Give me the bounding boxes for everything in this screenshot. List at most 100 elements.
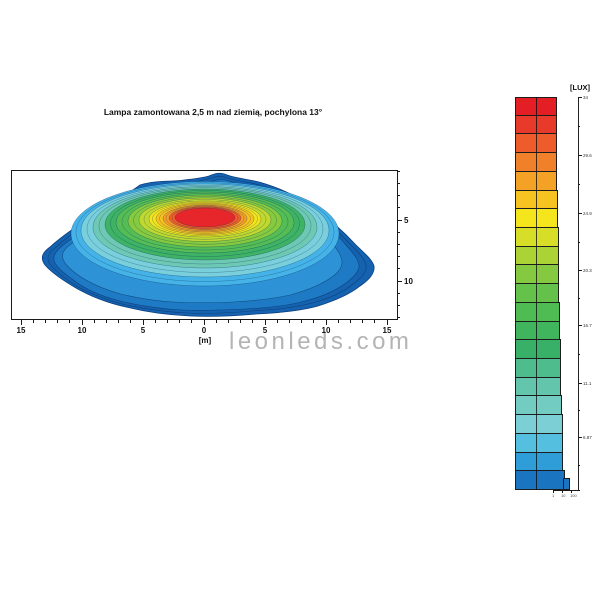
contour-line-intermediate: [110, 190, 300, 257]
x-axis-tick: [276, 320, 278, 323]
x-axis-tick-label: 10: [77, 326, 87, 335]
x-axis-tick: [203, 320, 205, 325]
x-axis-tick: [349, 320, 351, 323]
watermark-text: leonleds.com: [229, 328, 413, 355]
colorbar-bottom-tick: [571, 490, 572, 493]
x-axis-tick: [81, 320, 83, 325]
y-axis-tick: [397, 317, 400, 319]
contour-line-intermediate: [133, 196, 277, 245]
colorbar-segment: [515, 301, 560, 322]
contour-ring-red: [174, 207, 236, 228]
colorbar-axis-minor-tick: [578, 490, 580, 491]
contour-line-intermediate: [165, 205, 245, 231]
colorbar-bottom-scale-label: 100: [570, 493, 577, 498]
colorbar-bottom-axis-line: [553, 490, 579, 491]
y-axis-tick: [397, 170, 400, 172]
y-axis-tick: [397, 268, 400, 270]
colorbar-axis-tick: [578, 383, 582, 384]
contour-line-intermediate: [159, 203, 251, 234]
contour-line-darkblue-inner: [47, 176, 367, 314]
contour-line-intermediate: [75, 182, 335, 282]
colorbar-axis-tick-label: 16.7: [583, 322, 592, 328]
colorbar-segment: [515, 320, 560, 341]
colorbar-step-notch: [563, 478, 570, 490]
colorbar-bottom-tick: [562, 490, 563, 493]
colorbar-axis-tick-label: 29.6: [583, 152, 592, 158]
x-axis-tick: [325, 320, 327, 325]
colorbar-lux-label: [LUX]: [570, 83, 590, 92]
colorbar-axis-tick-label: 34: [583, 94, 589, 100]
colorbar-axis-minor-tick: [578, 126, 580, 127]
colorbar-axis-tick-label: 11.1: [583, 380, 592, 386]
colorbar-segment: [515, 245, 559, 266]
x-axis-tick: [69, 320, 71, 323]
y-axis-tick-label: 10: [404, 277, 413, 286]
colorbar-axis-tick: [578, 325, 582, 326]
y-axis-tick: [397, 231, 400, 233]
colorbar-axis-tick: [578, 437, 582, 438]
contour-line-intermediate: [121, 193, 289, 251]
colorbar-segment: [515, 432, 563, 453]
x-axis-tick: [154, 320, 156, 323]
x-axis-tick: [118, 320, 120, 323]
x-axis-tick: [215, 320, 217, 323]
x-axis-tick-label: 5: [262, 326, 268, 335]
y-axis-tick: [397, 219, 402, 221]
x-axis-tick-label: 5: [140, 326, 146, 335]
colorbar-segment: [515, 470, 565, 490]
colorbar-segment: [515, 264, 559, 285]
x-axis-tick: [386, 320, 388, 325]
x-axis-tick: [57, 320, 59, 323]
y-axis-tick: [397, 195, 400, 197]
colorbar-bottom-scale-label: 1: [552, 493, 555, 498]
x-axis-tick: [32, 320, 34, 323]
x-axis-tick: [288, 320, 290, 323]
x-axis-tick: [264, 320, 266, 325]
x-axis-tick: [191, 320, 193, 323]
contour-line-intermediate: [152, 201, 258, 236]
x-axis-tick: [337, 320, 339, 323]
x-axis-tick: [20, 320, 22, 325]
colorbar-segment: [515, 283, 559, 303]
colorbar-axis-line: [578, 97, 579, 490]
colorbar-segment: [515, 358, 561, 378]
colorbar-segment: [515, 451, 563, 472]
colorbar-axis-tick-label: 24.9: [583, 210, 592, 216]
colorbar-segment: [515, 395, 562, 416]
colorbar-segment: [515, 339, 561, 359]
chart-title: Lampa zamontowana 2,5 m nad ziemią, poch…: [103, 107, 323, 117]
y-axis-tick: [397, 182, 400, 184]
colorbar-bottom-scale-label: 10: [561, 493, 566, 498]
colorbar-axis-tick-label: 6.87: [583, 434, 592, 440]
x-axis-tick: [166, 320, 168, 323]
contour-line-intermediate: [98, 187, 312, 265]
contour-line-intermediate: [86, 185, 324, 273]
colorbar-axis-minor-tick: [578, 410, 580, 411]
colorbar-axis-minor-tick: [578, 184, 580, 185]
colorbar-bottom-tick: [553, 490, 554, 493]
contour-rings: [70, 181, 340, 287]
y-axis-tick: [397, 292, 400, 294]
y-axis-tick: [397, 243, 400, 245]
x-axis-tick: [240, 320, 242, 323]
colorbar-axis-tick: [578, 97, 582, 98]
x-axis-tick: [105, 320, 107, 323]
x-axis-tick-label: 0: [201, 326, 207, 335]
x-axis-tick-label: 15: [382, 326, 392, 335]
y-axis-tick: [397, 256, 400, 258]
x-axis-tick: [93, 320, 95, 323]
contour-line-intermediate: [171, 207, 239, 229]
x-axis-tick: [142, 320, 144, 325]
x-axis-tick: [374, 320, 376, 323]
x-axis-tick: [44, 320, 46, 323]
x-axis-tick: [362, 320, 364, 323]
colorbar-segment: [515, 227, 559, 247]
colorbar-axis-minor-tick: [578, 241, 580, 243]
isolux-contour-svg: [41, 172, 375, 317]
contour-line-intermediate: [143, 199, 267, 240]
colorbar-axis-minor-tick: [578, 465, 580, 466]
y-axis-tick: [397, 280, 402, 282]
y-axis-tick: [397, 304, 400, 306]
x-axis-tick: [252, 320, 254, 323]
